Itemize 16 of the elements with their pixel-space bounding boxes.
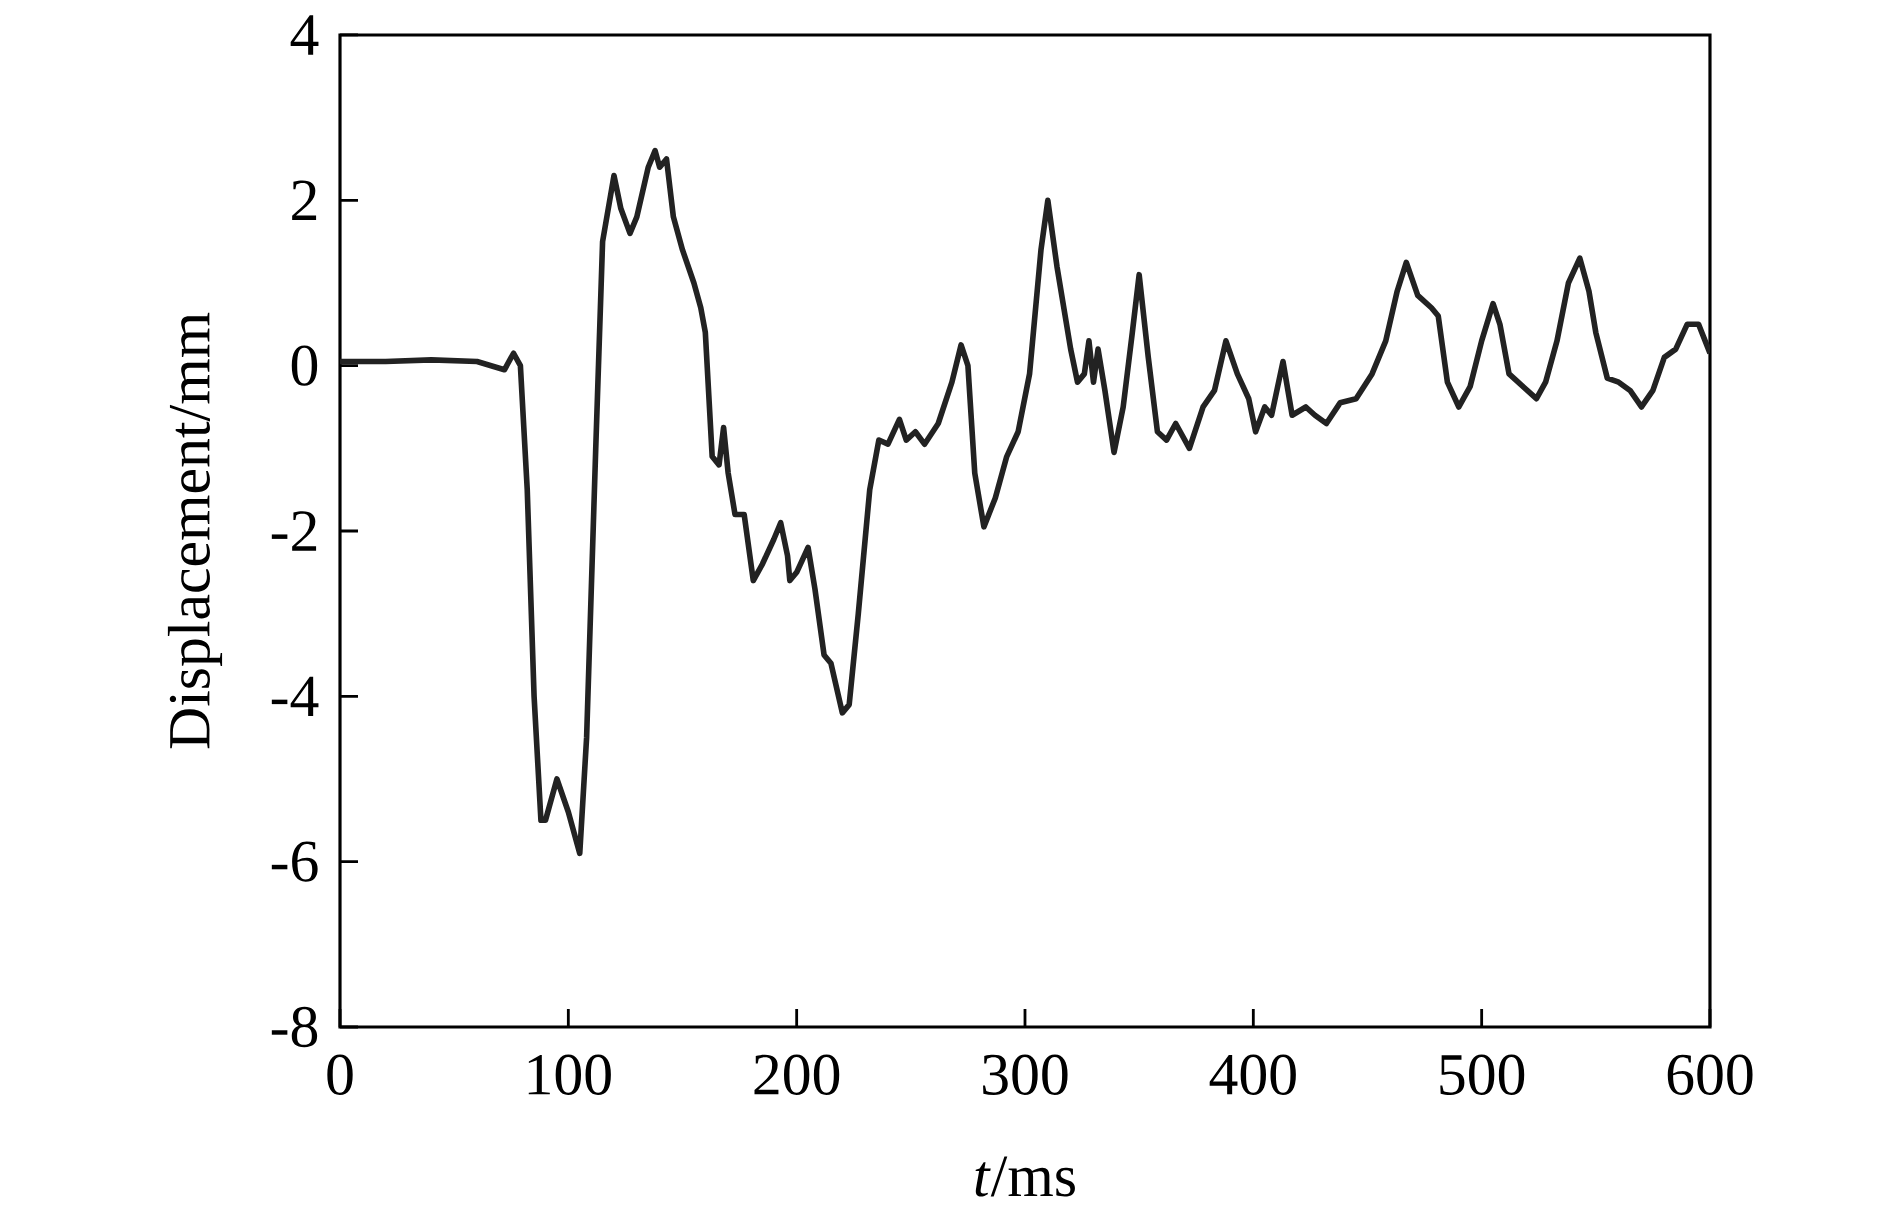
x-tick-label: 0 xyxy=(327,1054,353,1095)
y-tick-label: -8 xyxy=(271,1006,318,1048)
x-tick-label: 100 xyxy=(528,1054,611,1095)
x-tick-label: 600 xyxy=(1667,1054,1753,1095)
y-tick-label: -6 xyxy=(271,841,318,882)
y-axis-title: Displacement/mm xyxy=(167,312,223,749)
y-tick-label: 2 xyxy=(292,180,317,221)
x-tick-label: 400 xyxy=(1209,1054,1296,1095)
y-tick-label: 4 xyxy=(290,15,319,55)
y-tick-label: -2 xyxy=(271,511,317,551)
x-tick-label: 500 xyxy=(1440,1054,1525,1095)
y-tick-label: -4 xyxy=(271,676,319,716)
x-axis-title: t/ms xyxy=(975,1156,1075,1197)
x-tick-label: 200 xyxy=(754,1054,840,1095)
x-tick-label: 300 xyxy=(983,1054,1068,1095)
y-tick-label: 0 xyxy=(291,345,318,386)
